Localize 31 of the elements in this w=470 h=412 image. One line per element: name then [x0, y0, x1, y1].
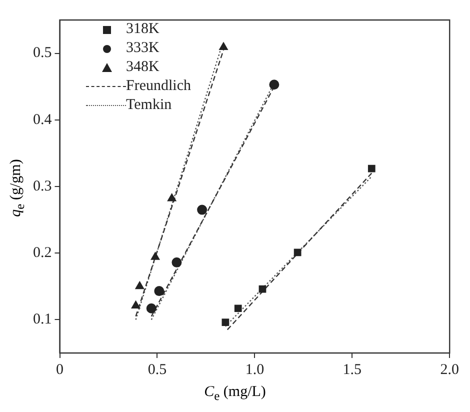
legend-label: 333K: [126, 39, 160, 58]
y-tick-label: 0.5: [33, 45, 52, 62]
x-tick-label: 1.0: [245, 362, 264, 378]
point: [135, 281, 144, 290]
point: [150, 252, 160, 260]
x-tick-label: 0.5: [148, 362, 167, 378]
legend-label: 348K: [126, 58, 160, 77]
x-tick-label: 2.0: [440, 362, 459, 378]
x-axis-title: C$_{e}$ (mg/L): [203, 384, 267, 404]
point: [167, 193, 176, 202]
point: [146, 303, 156, 314]
legend-label: Freundlich: [126, 77, 191, 96]
point: [154, 286, 164, 296]
point: [219, 42, 228, 50]
x-tick-label: 0: [56, 362, 64, 378]
point: [197, 204, 208, 215]
y-tick-label: 0.2: [33, 245, 52, 262]
legend-label: 318K: [126, 20, 160, 39]
y-tick-label: 0.3: [33, 178, 52, 194]
point: [258, 285, 266, 293]
point: [222, 318, 230, 326]
y-tick-label: 0.4: [33, 112, 52, 128]
point: [131, 300, 140, 308]
legend-label: Temkin: [126, 96, 172, 115]
x-tick-label: 1.5: [342, 362, 362, 378]
y-tick-label: 0.1: [33, 312, 52, 328]
point: [234, 304, 242, 312]
point: [294, 248, 302, 256]
point: [269, 80, 280, 90]
point: [368, 164, 376, 172]
point: [172, 257, 182, 268]
